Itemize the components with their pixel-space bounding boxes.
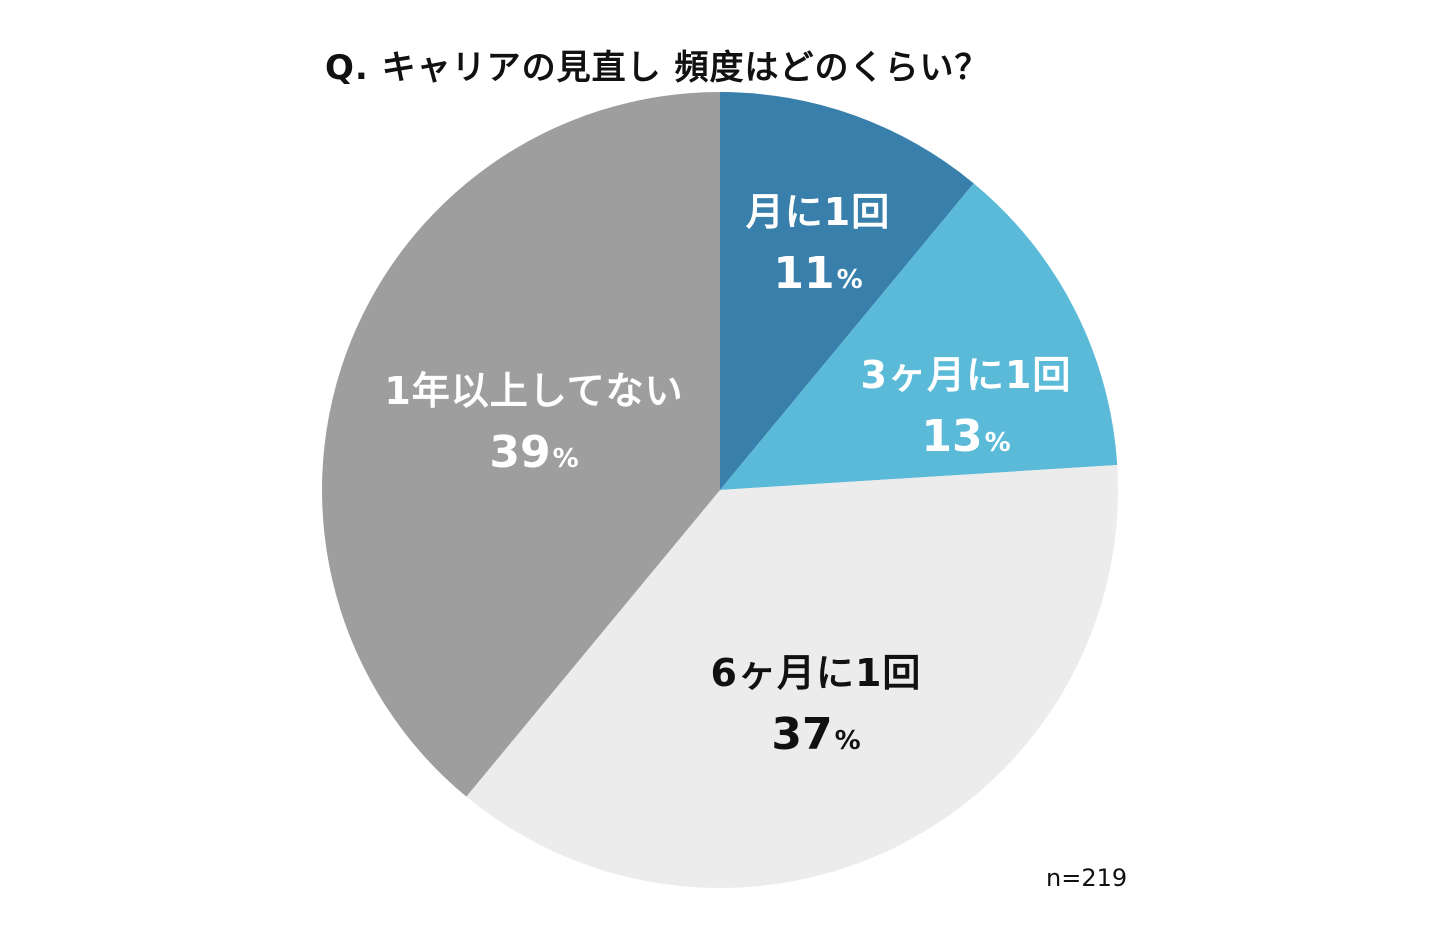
slice-category: 3ヶ月に1回 <box>860 352 1072 397</box>
slice-label-3: 6ヶ月に1回 37% <box>710 650 922 761</box>
slice-category: 6ヶ月に1回 <box>710 650 922 695</box>
slice-label-2: 3ヶ月に1回 13% <box>860 352 1072 463</box>
slice-value: 13% <box>861 410 1072 463</box>
slice-value-number: 13 <box>921 410 983 462</box>
slice-value: 11% <box>746 247 890 300</box>
slice-category: 1年以上してない <box>384 368 684 413</box>
slice-value-unit: % <box>984 427 1011 458</box>
slice-value-unit: % <box>552 443 579 474</box>
sample-size-note: n=219 <box>1046 864 1128 892</box>
pie-slice-2 <box>720 183 1118 490</box>
pie-slice-3 <box>466 465 1118 888</box>
slice-value-unit: % <box>836 264 863 295</box>
chart-title: Q. キャリアの見直し 頻度はどのくらい？ <box>325 48 990 88</box>
slice-value-number: 11 <box>773 247 835 299</box>
slice-value-number: 37 <box>771 708 833 760</box>
slice-value-unit: % <box>834 725 861 756</box>
pie-slice-4 <box>322 92 720 797</box>
slice-label-4: 1年以上してない 39% <box>384 368 684 479</box>
slice-value-number: 39 <box>489 426 551 478</box>
slice-label-1: 月に1回 11% <box>745 189 891 300</box>
slice-value: 37% <box>711 708 922 761</box>
pie-slice-1 <box>720 92 974 490</box>
slice-value: 39% <box>384 426 683 479</box>
slice-category: 月に1回 <box>745 189 891 234</box>
